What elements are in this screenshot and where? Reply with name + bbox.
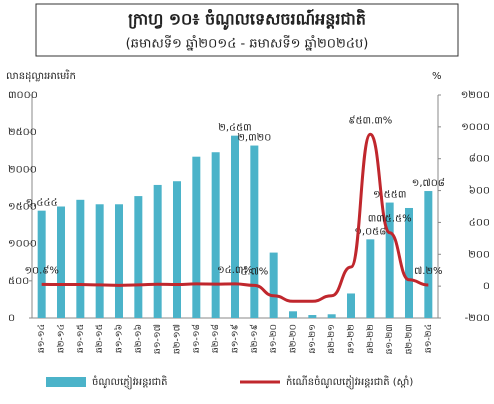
title-box: [35, 3, 459, 57]
bar: [327, 314, 336, 318]
y2-tick-label: ៤០០: [469, 217, 490, 228]
bar: [153, 184, 162, 318]
bar: [405, 207, 413, 318]
bar: [231, 135, 239, 318]
bar-value-label: ១,៧០៨: [412, 177, 445, 189]
x-tick-label: ឆ១-២៤: [424, 324, 434, 353]
x-tick-label: ឆ១-២០: [269, 324, 279, 353]
x-tick-label: ឆ១-១៨: [191, 324, 202, 353]
y-tick-label: ១០០០: [8, 239, 37, 250]
line-value-label: ១៤.៣%: [217, 265, 253, 276]
bar-value-label: ២,៣២០: [237, 133, 271, 144]
y-tick-label: ៥០០: [8, 276, 29, 287]
x-tick-label: ឆ២-២២: [366, 324, 376, 353]
legend-swatch: [46, 377, 86, 387]
chart-subtitle: (ឆមាសទី១ ឆ្នាំ២០១៤ - ឆមាសទី១ ឆ្នាំ២០២៤ប): [126, 35, 369, 52]
bar: [57, 206, 65, 318]
legend-label: កំណើនចំណូលភ្ញៀវអន្តរជាតិ (ស្តាំ): [286, 375, 413, 390]
bar: [134, 196, 143, 318]
x-tick-label: ឆ១-១៥: [76, 324, 86, 353]
bar: [250, 145, 259, 318]
line-value-label: ៣៣៥.៥%: [368, 214, 412, 225]
chart-title: ក្រាហ្វ ១០៖ ចំណូលទេសចរណ៍អន្តរជាតិ: [128, 9, 366, 31]
line-value-label: ៩៥៣.៣%: [348, 114, 392, 126]
bar-value-label: ១,៥៥៣: [373, 190, 406, 201]
x-tick-label: ឆ១-២១: [308, 324, 318, 353]
x-tick-label: ឆ១-១៦: [114, 324, 125, 353]
y2-tick-label: ១០០០: [461, 122, 490, 133]
bar: [347, 293, 355, 318]
legend-label: ចំណូលភ្ញៀវអន្តរជាតិ: [92, 375, 168, 390]
y2-tick-label: ២០០: [468, 249, 490, 260]
bar: [173, 181, 181, 318]
y2-axis-label: %: [432, 71, 442, 82]
y2-tick-label: ១២០០: [461, 90, 490, 101]
x-tick-label: ឆ២-២១: [327, 324, 337, 353]
y-tick-label: ៣០០០: [8, 90, 38, 101]
x-tick-label: ឆ២-១៥: [95, 324, 105, 353]
y2-tick-label: ៦០០: [469, 185, 490, 197]
bar: [76, 199, 85, 318]
y2-tick-label: ០: [483, 281, 490, 292]
bar: [37, 210, 46, 318]
x-tick-label: ឆ២-២០: [289, 324, 299, 353]
line: [41, 132, 429, 303]
y-tick-label: ០: [8, 313, 15, 324]
x-tick-label: ឆ១-១៩: [230, 324, 241, 353]
x-tick-label: ឆ២-១៨: [210, 324, 221, 353]
line-value-label: ៤.៧%: [240, 266, 268, 277]
x-tick-label: ឆ២-១៩: [249, 324, 260, 353]
x-tick-label: ឆ២-១៤: [57, 324, 67, 353]
bar: [211, 152, 220, 318]
x-tick-label: ឆ២-២៣: [405, 324, 415, 354]
x-tick-label: ឆ១-២៣: [385, 324, 395, 354]
y-tick-label: ១៥០០: [8, 202, 37, 213]
bar: [366, 239, 375, 318]
bar: [424, 191, 433, 318]
x-tick-label: ឆ២-១៧: [173, 324, 183, 354]
bar-value-label: ១,០៥៨: [354, 225, 386, 237]
bar-value-label: ១,៤៤៤: [26, 198, 58, 209]
x-tick-label: ឆ១-២២: [347, 324, 357, 353]
bar: [95, 204, 104, 318]
line-value-label: ១០.៩%: [24, 264, 58, 276]
bar-value-label: ២,៤៥៣: [218, 123, 251, 134]
bar: [115, 204, 123, 318]
y2-tick-label: -២០០: [465, 313, 490, 324]
x-tick-label: ឆ២-១៦: [133, 324, 144, 353]
x-tick-label: ឆ១-១៧: [153, 324, 163, 354]
y-tick-label: ២០០០: [8, 164, 37, 175]
bar: [269, 252, 278, 318]
x-tick-label: ឆ១-១៤: [37, 324, 47, 353]
bar: [385, 202, 394, 318]
y-tick-label: ២៥០០: [8, 127, 37, 138]
y-axis-label: លានដុល្លារអាមេរិក: [6, 69, 76, 83]
bar: [308, 315, 317, 318]
y2-tick-label: ៨០០: [469, 153, 490, 165]
bar: [289, 311, 297, 318]
line-value-label: ៧.២%: [414, 266, 442, 277]
bar: [192, 156, 201, 318]
